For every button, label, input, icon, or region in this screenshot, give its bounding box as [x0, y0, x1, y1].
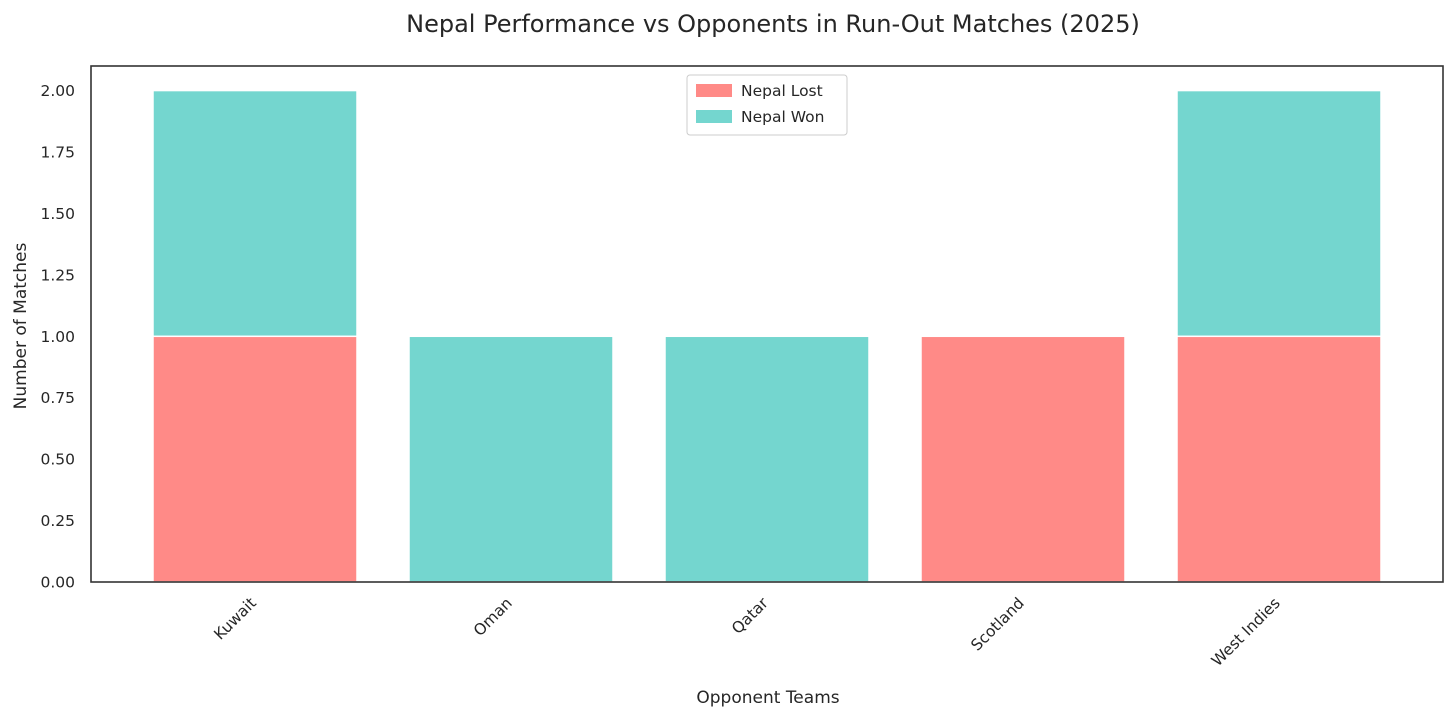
legend: Nepal Lost Nepal Won — [686, 74, 848, 136]
y-tick-label: 0.00 — [40, 574, 75, 592]
chart-title: Nepal Performance vs Opponents in Run-Ou… — [406, 10, 1140, 38]
legend-swatch — [696, 110, 732, 123]
bars-group — [152, 89, 1382, 583]
x-tick-label: Qatar — [728, 594, 772, 638]
plot-frame — [90, 65, 1444, 583]
y-tick-label: 0.75 — [40, 389, 75, 407]
bar-oman-nepal-won — [408, 335, 614, 583]
bar-scotland-nepal-lost — [920, 335, 1126, 583]
x-tick-label: Scotland — [967, 594, 1027, 654]
y-axis-label: Number of Matches — [11, 243, 31, 410]
bar-qatar-nepal-won — [664, 335, 870, 583]
y-tick-label: 1.25 — [40, 266, 75, 284]
bar-kuwait-nepal-won — [152, 89, 358, 338]
bar-west-indies-nepal-won — [1176, 89, 1382, 338]
legend-entry: Nepal Lost — [741, 82, 823, 100]
x-axis-ticks: Kuwait Oman Qatar Scotland West Indies — [210, 594, 1283, 670]
bar-west-indies-nepal-lost — [1176, 335, 1382, 583]
y-tick-label: 0.50 — [40, 451, 75, 469]
bar-kuwait-nepal-lost — [152, 335, 358, 583]
legend-swatch — [696, 84, 732, 97]
x-tick-label: West Indies — [1208, 594, 1284, 670]
x-axis-label: Opponent Teams — [696, 688, 839, 708]
x-tick-label: Oman — [470, 594, 516, 640]
x-tick-label: Kuwait — [210, 594, 259, 643]
y-tick-label: 1.75 — [40, 144, 75, 162]
y-axis-ticks: 0.00 0.25 0.50 0.75 1.00 1.25 1.50 1.75 2.00 — [40, 82, 75, 591]
y-tick-label: 1.00 — [40, 328, 75, 346]
y-tick-label: 1.50 — [40, 205, 75, 223]
legend-entry: Nepal Won — [741, 108, 824, 126]
y-tick-label: 0.25 — [40, 512, 75, 530]
y-tick-label: 2.00 — [40, 82, 75, 100]
